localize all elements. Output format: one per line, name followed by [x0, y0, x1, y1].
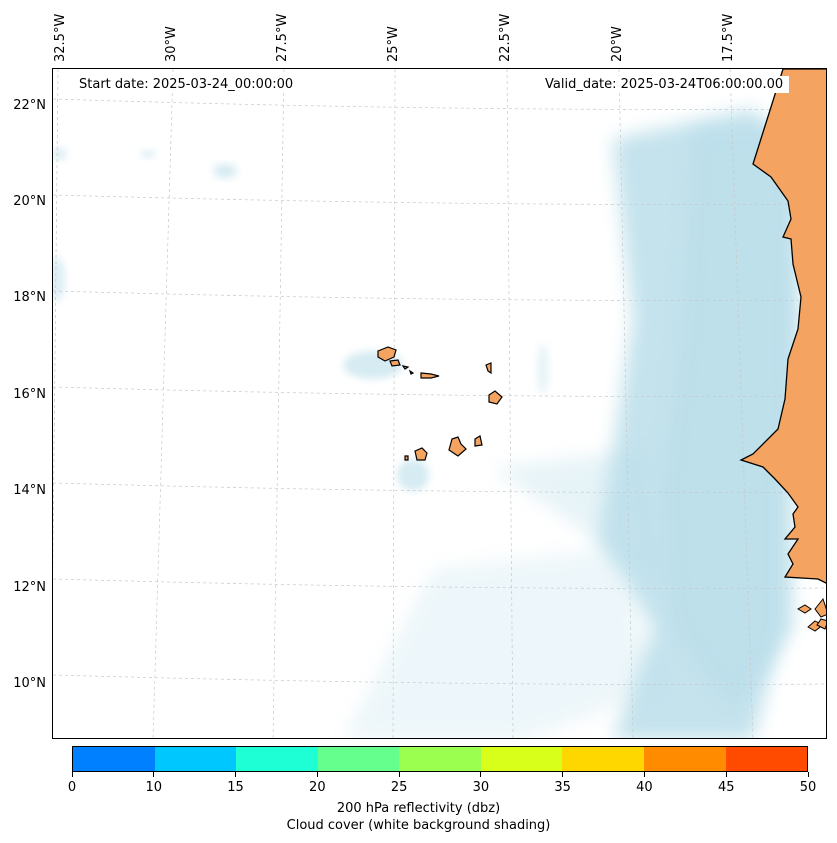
- colorbar-tick-label: 30: [472, 780, 490, 795]
- colorbar-segment: [562, 747, 644, 771]
- map-plot-area: [52, 68, 827, 739]
- latitude-label: 22°N: [13, 98, 46, 113]
- longitude-label: 25°W: [386, 26, 401, 62]
- colorbar-tick-mark: [235, 772, 237, 777]
- colorbar-tick-label: 15: [227, 780, 244, 795]
- longitude-label: 20°W: [610, 26, 625, 62]
- reflectivity-colorbar: [72, 746, 808, 772]
- colorbar-segment: [73, 747, 155, 771]
- colorbar-tick-mark: [725, 772, 727, 777]
- africa-landmass: [739, 69, 826, 584]
- colorbar-segment: [643, 747, 726, 771]
- colorbar-tick-label: 50: [799, 780, 817, 795]
- colorbar-tick-mark: [643, 772, 645, 777]
- longitude-label: 17.5°W: [721, 13, 736, 62]
- colorbar-title: 200 hPa reflectivity (dbz): [336, 801, 501, 816]
- colorbar-tick-mark: [153, 772, 155, 777]
- colorbar-tick-label: 10: [145, 780, 163, 795]
- latitude-label: 20°N: [13, 194, 46, 209]
- colorbar-segment: [399, 747, 481, 771]
- colorbar-tick-mark: [71, 772, 73, 777]
- colorbar-segment: [725, 747, 808, 771]
- cape-verde-islands: [377, 346, 503, 461]
- longitude-label: 30°W: [164, 26, 179, 62]
- graticule-gridlines: [53, 69, 826, 738]
- longitude-label: 22.5°W: [498, 13, 513, 62]
- colorbar-tick-mark: [316, 772, 318, 777]
- colorbar-tick-mark: [807, 772, 809, 777]
- colorbar-tick-label: 35: [554, 780, 571, 795]
- latitude-label: 18°N: [13, 290, 46, 305]
- latitude-label: 12°N: [13, 580, 46, 595]
- map-canvas: [53, 69, 826, 738]
- colorbar-segment: [480, 747, 563, 771]
- latitude-label: 10°N: [13, 676, 46, 691]
- colorbar-tick-mark: [480, 772, 482, 777]
- colorbar-tick-mark: [562, 772, 564, 777]
- colorbar-tick-label: 45: [717, 780, 735, 795]
- colorbar-subtitle: Cloud cover (white background shading): [286, 818, 551, 833]
- colorbar-segment: [154, 747, 237, 771]
- colorbar-segment: [236, 747, 318, 771]
- colorbar-tick-label: 25: [390, 780, 408, 795]
- longitude-label: 32.5°W: [53, 13, 68, 62]
- start-date-label: Start date: 2025-03-24_00:00:00: [73, 76, 300, 93]
- latitude-label: 14°N: [13, 483, 46, 498]
- latitude-label: 16°N: [13, 387, 46, 402]
- cloud-cover-shading: [53, 109, 798, 738]
- longitude-label: 27.5°W: [275, 13, 290, 62]
- colorbar-segment: [317, 747, 400, 771]
- valid-date-label: Valid_date: 2025-03-24T06:00:00.00: [539, 76, 790, 93]
- colorbar-tick-label: 40: [636, 780, 653, 795]
- colorbar-tick-label: 20: [309, 780, 326, 795]
- colorbar-tick-label: 0: [67, 780, 77, 795]
- colorbar-tick-mark: [398, 772, 400, 777]
